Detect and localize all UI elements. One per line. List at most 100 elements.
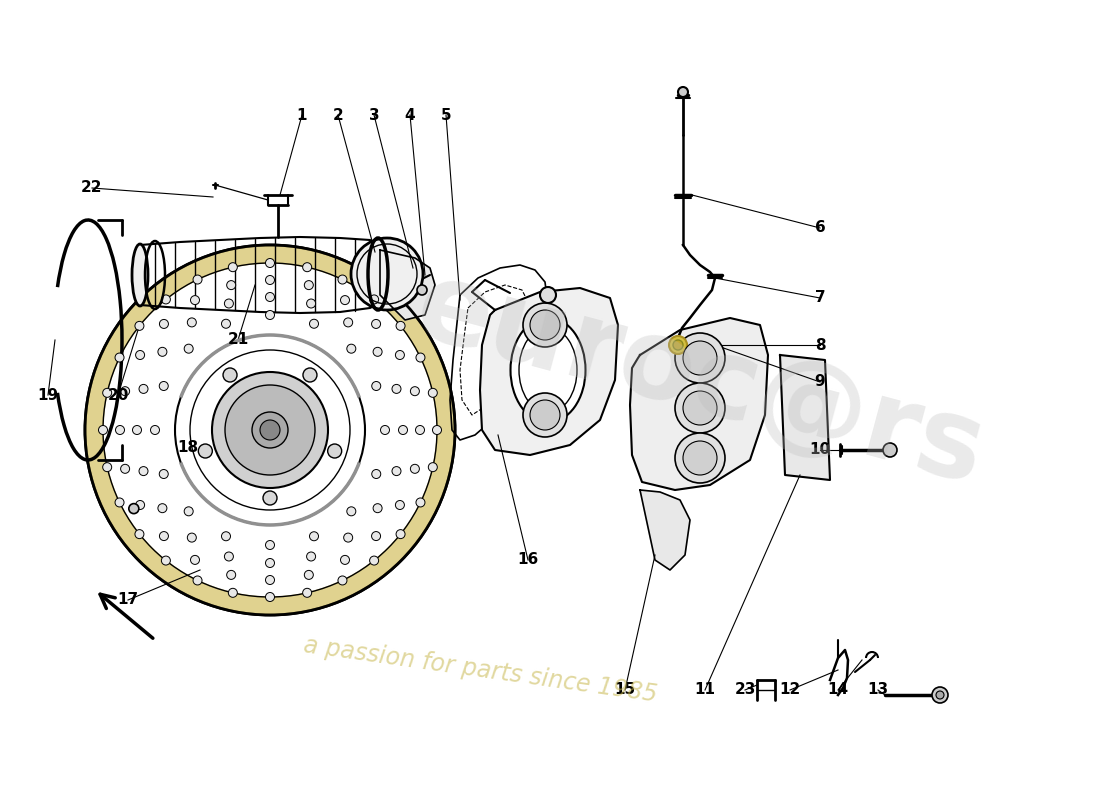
Circle shape [522, 393, 566, 437]
Polygon shape [640, 490, 690, 570]
Text: 21: 21 [228, 333, 249, 347]
Circle shape [416, 426, 425, 434]
Text: 3: 3 [368, 107, 379, 122]
Circle shape [883, 443, 896, 457]
Circle shape [121, 464, 130, 474]
Text: a passion for parts since 1985: a passion for parts since 1985 [301, 634, 659, 706]
Text: 8: 8 [815, 338, 825, 353]
Circle shape [370, 556, 378, 565]
Circle shape [410, 386, 419, 396]
Circle shape [252, 412, 288, 448]
Circle shape [221, 532, 231, 541]
Ellipse shape [132, 244, 148, 306]
Circle shape [683, 391, 717, 425]
Circle shape [410, 464, 419, 474]
Circle shape [932, 687, 948, 703]
Circle shape [372, 319, 381, 329]
Circle shape [102, 388, 112, 398]
Circle shape [162, 556, 170, 565]
Circle shape [265, 258, 275, 267]
Circle shape [139, 466, 148, 475]
Circle shape [372, 470, 381, 478]
Circle shape [683, 341, 717, 375]
Circle shape [530, 310, 560, 340]
Circle shape [162, 295, 170, 304]
Ellipse shape [510, 318, 585, 422]
Circle shape [428, 388, 438, 398]
Circle shape [229, 588, 238, 598]
Circle shape [417, 285, 427, 295]
Circle shape [428, 462, 438, 472]
Circle shape [85, 245, 455, 615]
Text: 23: 23 [735, 682, 756, 698]
Text: 7: 7 [815, 290, 825, 306]
Circle shape [224, 552, 233, 561]
Circle shape [158, 504, 167, 513]
Circle shape [160, 382, 168, 390]
Text: 12: 12 [780, 682, 801, 698]
Circle shape [135, 501, 144, 510]
Circle shape [229, 262, 238, 272]
Circle shape [398, 426, 407, 434]
Circle shape [341, 295, 350, 305]
Circle shape [540, 287, 556, 303]
Circle shape [132, 426, 142, 434]
Text: 19: 19 [37, 387, 58, 402]
Circle shape [265, 541, 275, 550]
Text: 4: 4 [405, 107, 416, 122]
Circle shape [184, 507, 194, 516]
Circle shape [175, 335, 365, 525]
Circle shape [102, 462, 112, 472]
Circle shape [530, 400, 560, 430]
Circle shape [135, 350, 144, 359]
Circle shape [116, 426, 124, 434]
Circle shape [522, 303, 566, 347]
Circle shape [224, 299, 233, 308]
Circle shape [265, 275, 275, 285]
Circle shape [263, 491, 277, 505]
Circle shape [432, 426, 441, 434]
Circle shape [373, 504, 382, 513]
Circle shape [341, 555, 350, 565]
Circle shape [675, 383, 725, 433]
Circle shape [302, 368, 317, 382]
Text: 6: 6 [815, 221, 825, 235]
Circle shape [187, 533, 196, 542]
Circle shape [160, 470, 168, 478]
Circle shape [675, 433, 725, 483]
Circle shape [305, 570, 314, 579]
Circle shape [675, 333, 725, 383]
Text: 9: 9 [815, 374, 825, 390]
Polygon shape [780, 355, 830, 480]
Circle shape [116, 353, 124, 362]
Circle shape [151, 426, 160, 434]
Polygon shape [480, 288, 618, 455]
Circle shape [678, 87, 688, 97]
Circle shape [372, 531, 381, 541]
Circle shape [395, 350, 405, 359]
Text: 18: 18 [177, 441, 199, 455]
Circle shape [338, 576, 346, 585]
Circle shape [265, 558, 275, 567]
Circle shape [226, 385, 315, 475]
Circle shape [135, 322, 144, 330]
Circle shape [416, 353, 425, 362]
Circle shape [99, 426, 108, 434]
Circle shape [346, 344, 355, 353]
Circle shape [338, 275, 346, 284]
Text: 10: 10 [810, 442, 830, 458]
Circle shape [221, 319, 231, 328]
Circle shape [190, 350, 350, 510]
Polygon shape [630, 318, 768, 490]
Text: 17: 17 [118, 593, 139, 607]
Circle shape [373, 347, 382, 356]
Circle shape [265, 310, 275, 319]
Circle shape [683, 441, 717, 475]
Circle shape [160, 319, 168, 329]
Circle shape [265, 575, 275, 585]
Circle shape [328, 444, 342, 458]
Circle shape [936, 691, 944, 699]
Circle shape [265, 293, 275, 302]
Circle shape [372, 382, 381, 390]
Text: 16: 16 [517, 553, 539, 567]
